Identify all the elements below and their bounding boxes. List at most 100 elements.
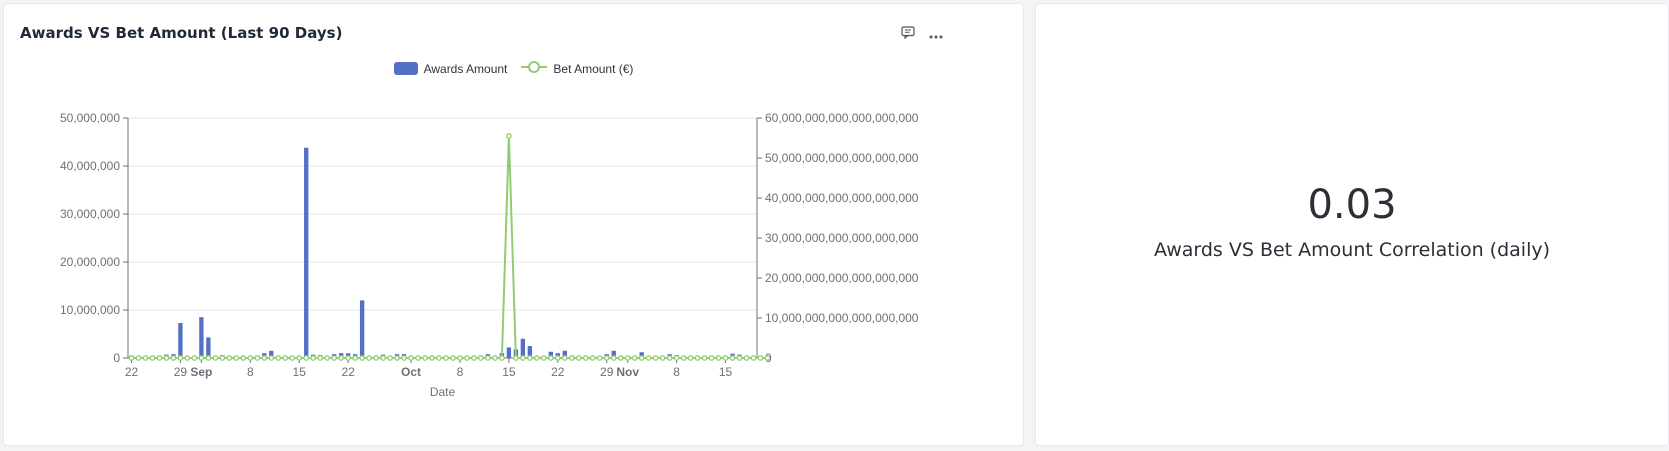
bet-point xyxy=(212,355,219,361)
bet-point xyxy=(582,355,589,361)
bet-point xyxy=(394,355,400,361)
bet-point xyxy=(338,355,345,361)
legend-item-bet[interactable]: Bet Amount (€) xyxy=(521,60,633,77)
bet-point xyxy=(610,355,617,361)
comment-button[interactable] xyxy=(897,26,919,44)
bet-point xyxy=(694,355,701,361)
bet-point xyxy=(219,355,226,361)
bar xyxy=(527,346,533,358)
bet-point xyxy=(310,355,317,361)
chart-card: Awards VS Bet Amount (Last 90 Days) Awar… xyxy=(3,3,1024,446)
bet-point xyxy=(275,355,282,361)
bet-point xyxy=(568,355,575,361)
bet-point xyxy=(387,355,393,361)
bet-point xyxy=(324,355,331,361)
bet-point xyxy=(345,355,351,361)
bet-point xyxy=(247,355,254,361)
bet-point xyxy=(380,355,386,361)
bet-point xyxy=(436,355,442,361)
x-tick-label: 22 xyxy=(341,365,355,379)
y-right-tick-label: 10,000,000,000,000,000,000 xyxy=(765,311,919,325)
bet-point xyxy=(520,355,526,361)
bet-point xyxy=(240,355,247,361)
more-options-button[interactable] xyxy=(925,26,947,44)
bet-point xyxy=(254,355,261,361)
comment-icon xyxy=(901,26,915,44)
bet-point xyxy=(617,355,624,361)
bet-point xyxy=(631,355,638,361)
x-tick-label: 29 xyxy=(600,365,614,379)
bet-point xyxy=(177,355,184,361)
x-tick-label: 15 xyxy=(293,365,307,379)
bet-point xyxy=(226,355,233,361)
bet-point xyxy=(638,355,645,361)
x-tick-label: 8 xyxy=(673,365,680,379)
kpi-value: 0.03 xyxy=(1307,182,1397,228)
chart-title: Awards VS Bet Amount (Last 90 Days) xyxy=(20,24,343,42)
bar xyxy=(611,350,616,358)
bet-point xyxy=(184,355,191,361)
bet-point xyxy=(624,355,631,361)
bet-point xyxy=(303,355,310,361)
bet-point xyxy=(736,355,743,361)
bet-point xyxy=(743,355,750,361)
x-tick-label: 22 xyxy=(125,365,139,379)
y-left-tick-label: 20,000,000 xyxy=(60,255,120,269)
bet-point xyxy=(561,355,568,361)
kpi-card: 0.03 Awards VS Bet Amount Correlation (d… xyxy=(1035,3,1669,446)
y-right-tick-label: 60,000,000,000,000,000,000 xyxy=(765,111,919,125)
bet-point xyxy=(527,355,533,361)
bet-point xyxy=(205,355,212,361)
bet-point xyxy=(331,355,338,361)
bet-point xyxy=(156,355,163,361)
x-tick-label: Oct xyxy=(401,365,421,379)
x-axis-title: Date xyxy=(430,385,456,399)
bet-point xyxy=(540,355,547,361)
bet-point xyxy=(128,355,135,361)
y-left-tick-label: 50,000,000 xyxy=(60,111,120,125)
y-right-tick-label: 50,000,000,000,000,000,000 xyxy=(765,151,919,165)
bar xyxy=(639,352,644,358)
legend-label-bet: Bet Amount (€) xyxy=(553,61,634,76)
bet-point xyxy=(499,355,505,361)
bet-point xyxy=(149,355,156,361)
bet-point xyxy=(687,355,694,361)
bet-point xyxy=(764,355,771,361)
bet-point xyxy=(268,355,275,361)
bet-point xyxy=(198,355,205,361)
bet-point xyxy=(191,355,198,361)
bet-point xyxy=(135,355,142,361)
y-right-tick-label: 20,000,000,000,000,000,000 xyxy=(765,271,919,285)
bet-point xyxy=(547,355,554,361)
bet-point xyxy=(366,355,372,361)
bar xyxy=(359,300,365,358)
bet-point xyxy=(317,355,324,361)
bet-point xyxy=(443,355,449,361)
y-left-tick-label: 40,000,000 xyxy=(60,159,120,173)
bet-point xyxy=(729,355,736,361)
bet-point xyxy=(596,355,603,361)
bet-point xyxy=(450,355,456,361)
legend-line-swatch xyxy=(521,60,548,77)
bet-point xyxy=(701,355,708,361)
y-left-tick-label: 30,000,000 xyxy=(60,207,120,221)
bet-point xyxy=(282,355,289,361)
bet-point xyxy=(533,355,540,361)
bet-point xyxy=(352,355,358,361)
bet-point xyxy=(652,355,659,361)
bar xyxy=(304,147,309,358)
legend-item-awards[interactable]: Awards Amount xyxy=(393,62,507,76)
bet-line xyxy=(131,135,768,359)
y-left-tick-label: 0 xyxy=(113,351,120,365)
bar xyxy=(520,338,526,358)
bet-point xyxy=(506,133,512,139)
bar xyxy=(206,337,211,358)
x-tick-label: 22 xyxy=(551,365,565,379)
bet-point xyxy=(589,355,596,361)
x-tick-label: 15 xyxy=(502,365,516,379)
bet-point xyxy=(457,355,463,361)
more-horizontal-icon xyxy=(929,26,943,44)
y-left-tick-label: 10,000,000 xyxy=(60,303,120,317)
bet-point xyxy=(673,355,680,361)
x-tick-label: Sep xyxy=(190,365,212,379)
